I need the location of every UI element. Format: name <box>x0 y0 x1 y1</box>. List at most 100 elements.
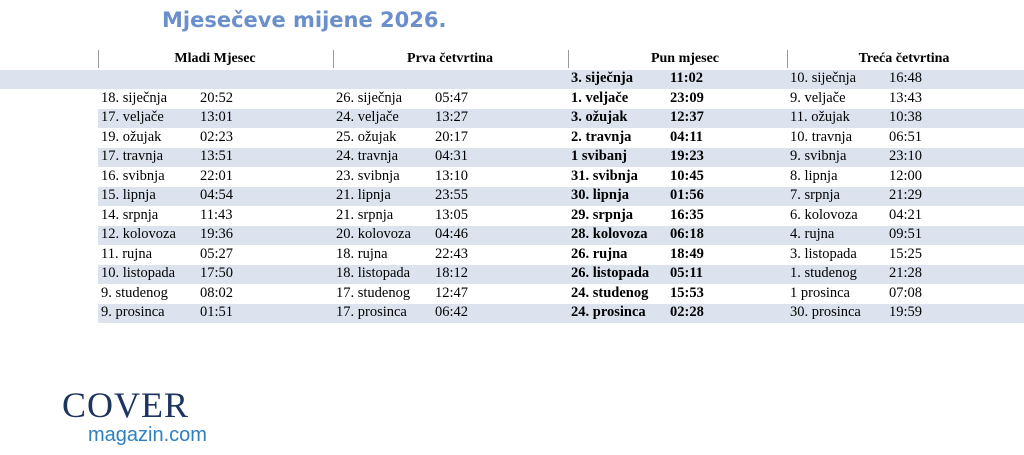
row-band <box>0 70 1024 89</box>
time-cell: 19:59 <box>889 304 923 320</box>
date-cell: 16. svibnja <box>101 167 165 184</box>
time-cell: 11:02 <box>670 70 704 86</box>
time-cell: 18:12 <box>435 265 469 281</box>
time-cell: 22:43 <box>435 245 469 262</box>
time-cell: 07:08 <box>889 284 923 301</box>
time-cell: 04:21 <box>889 206 923 223</box>
time-cell: 04:11 <box>670 128 704 145</box>
date-cell: 31. svibnja <box>571 167 638 184</box>
date-cell: 17. veljače <box>101 109 164 125</box>
column-header: Treća četvrtina <box>858 51 950 66</box>
date-cell: 6. kolovoza <box>790 206 858 223</box>
date-cell: 30. prosinca <box>790 304 861 320</box>
time-cell: 06:42 <box>435 304 469 320</box>
time-cell: 01:56 <box>670 187 704 203</box>
column-separator <box>333 50 334 68</box>
date-cell: 8. lipnja <box>790 167 838 184</box>
row-band <box>98 187 1024 206</box>
logo-site: magazin.com <box>88 424 207 446</box>
date-cell: 26. listopada <box>571 265 650 281</box>
time-cell: 15:53 <box>670 284 704 301</box>
date-cell: 23. svibnja <box>336 167 400 184</box>
time-cell: 08:02 <box>200 284 234 301</box>
time-cell: 05:47 <box>435 89 469 106</box>
column-separator <box>787 50 788 68</box>
time-cell: 16:48 <box>889 70 923 86</box>
date-cell: 14. srpnja <box>101 206 159 223</box>
time-cell: 13:51 <box>200 148 234 164</box>
column-header: Mladi Mjesec <box>174 51 256 66</box>
time-cell: 20:52 <box>200 89 234 106</box>
date-cell: 4. rujna <box>790 226 835 242</box>
column-separator <box>98 50 99 68</box>
date-cell: 15. lipnja <box>101 187 156 203</box>
time-cell: 06:18 <box>670 226 704 242</box>
time-cell: 13:27 <box>435 109 469 125</box>
row-band <box>98 109 1024 128</box>
date-cell: 24. studenog <box>571 284 649 301</box>
time-cell: 12:00 <box>889 167 923 184</box>
date-cell: 18. siječnja <box>101 89 168 106</box>
date-cell: 26. rujna <box>571 245 628 262</box>
date-cell: 1. veljače <box>571 89 629 106</box>
time-cell: 04:31 <box>435 148 469 164</box>
date-cell: 24. travnja <box>336 148 399 164</box>
time-cell: 13:43 <box>889 89 923 106</box>
date-cell: 9. veljače <box>790 89 846 106</box>
date-cell: 18. rujna <box>336 245 388 262</box>
date-cell: 1 prosinca <box>790 284 850 301</box>
date-cell: 10. listopada <box>101 265 176 281</box>
date-cell: 28. kolovoza <box>571 226 648 242</box>
time-cell: 02:28 <box>670 304 704 320</box>
time-cell: 02:23 <box>200 128 234 145</box>
date-cell: 11. rujna <box>101 245 153 262</box>
time-cell: 19:36 <box>200 226 234 242</box>
date-cell: 2. travnja <box>571 128 632 145</box>
date-cell: 24. veljače <box>336 109 399 125</box>
time-cell: 13:01 <box>200 109 234 125</box>
date-cell: 18. listopada <box>336 265 411 281</box>
date-cell: 26. siječnja <box>336 89 403 106</box>
date-cell: 12. kolovoza <box>101 226 176 242</box>
date-cell: 20. kolovoza <box>336 226 411 242</box>
time-cell: 23:10 <box>889 148 923 164</box>
date-cell: 3. siječnja <box>571 70 634 86</box>
date-cell: 17. prosinca <box>336 304 407 320</box>
time-cell: 04:54 <box>200 187 234 203</box>
row-band <box>98 148 1024 167</box>
row-band <box>98 226 1024 245</box>
logo-name: COVER <box>62 385 190 425</box>
date-cell: 30. lipnja <box>571 187 630 203</box>
time-cell: 04:46 <box>435 226 469 242</box>
time-cell: 23:55 <box>435 187 469 203</box>
time-cell: 13:05 <box>435 206 469 223</box>
date-cell: 9. prosinca <box>101 304 165 320</box>
time-cell: 17:50 <box>200 265 234 281</box>
time-cell: 15:25 <box>889 245 923 262</box>
time-cell: 20:17 <box>435 128 469 145</box>
date-cell: 9. svibnja <box>790 148 847 164</box>
time-cell: 06:51 <box>889 128 923 145</box>
date-cell: 11. ožujak <box>790 109 850 125</box>
date-cell: 17. travnja <box>101 148 164 164</box>
time-cell: 22:01 <box>200 167 234 184</box>
column-header: Pun mjesec <box>650 51 720 66</box>
time-cell: 05:11 <box>670 265 704 281</box>
date-cell: 1. studenog <box>790 265 857 281</box>
column-header: Prva četvrtina <box>407 51 493 66</box>
date-cell: 25. ožujak <box>336 128 397 145</box>
date-cell: 29. srpnja <box>571 206 634 223</box>
date-cell: 9. studenog <box>101 284 168 301</box>
time-cell: 16:35 <box>670 206 704 223</box>
time-cell: 23:09 <box>670 89 704 106</box>
date-cell: 3. listopada <box>790 245 857 262</box>
time-cell: 13:10 <box>435 167 469 184</box>
time-cell: 05:27 <box>200 245 234 262</box>
time-cell: 10:38 <box>889 109 923 125</box>
title: Mjesečeve mijene 2026. <box>162 8 447 32</box>
time-cell: 01:51 <box>200 304 234 320</box>
date-cell: 10. siječnja <box>790 70 857 86</box>
date-cell: 19. ožujak <box>101 128 162 145</box>
date-cell: 7. srpnja <box>790 187 840 203</box>
